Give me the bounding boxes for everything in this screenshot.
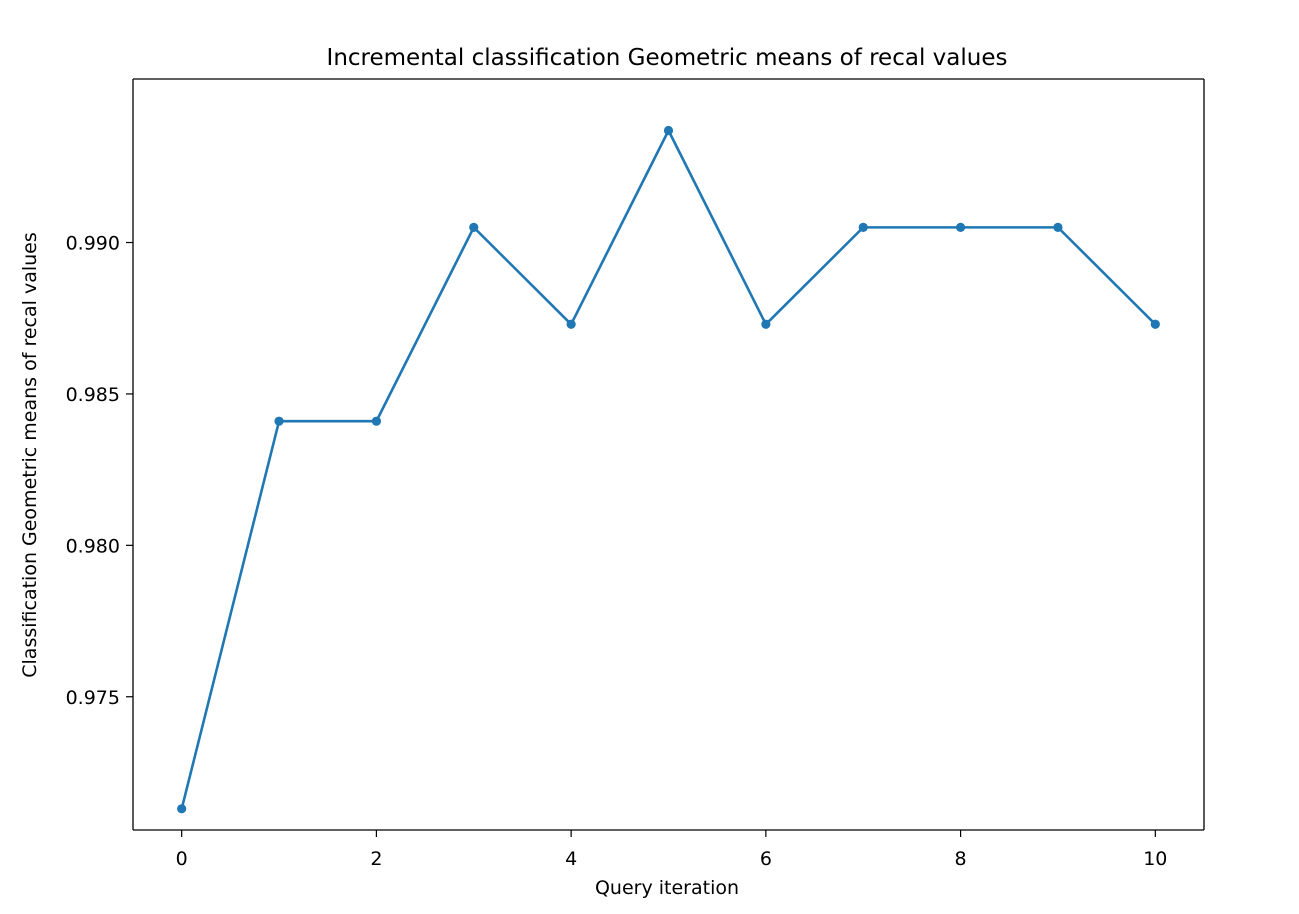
x-tick-label: 6 [760, 848, 772, 870]
data-point [955, 222, 966, 232]
x-tick-label: 0 [176, 848, 188, 870]
data-point [274, 416, 284, 426]
plot-area [133, 79, 1204, 830]
axes: 0 2 4 6 8 10 0.975 0.980 0.985 0.990 [66, 78, 1205, 870]
x-tick-label: 4 [565, 848, 577, 870]
y-tick-label: 0.990 [66, 233, 120, 255]
data-point [1053, 222, 1063, 232]
plot-background [133, 79, 1204, 830]
series-layer [177, 125, 1160, 814]
y-tick-label: 0.985 [66, 384, 120, 406]
data-point [1150, 319, 1160, 329]
x-tick-label: 10 [1143, 848, 1167, 870]
data-point [761, 319, 771, 329]
data-point [663, 125, 674, 136]
y-tick-label: 0.975 [66, 687, 120, 709]
x-tick-label: 8 [955, 848, 967, 870]
data-point [469, 222, 479, 232]
data-point [566, 319, 576, 329]
chart-title: Incremental classification Geometric mea… [327, 45, 1008, 71]
x-axis-label: Query iteration [595, 877, 739, 899]
data-point [177, 804, 187, 814]
x-tick-label: 2 [370, 848, 382, 870]
y-axis-label: Classification Geometric means of recal … [19, 232, 41, 677]
data-point [858, 222, 868, 232]
y-tick-label: 0.980 [66, 535, 120, 557]
data-point [371, 416, 382, 426]
